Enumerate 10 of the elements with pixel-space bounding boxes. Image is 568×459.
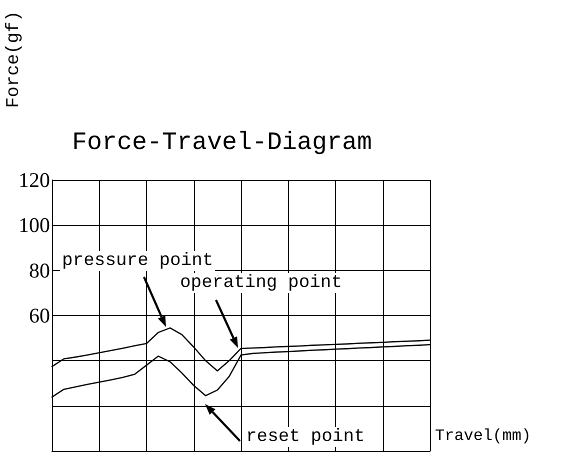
chart-title: Force-Travel-Diagram — [72, 128, 372, 157]
annotation: reset point — [244, 427, 367, 447]
x-axis-title: Travel(mm) — [435, 427, 532, 445]
y-tick-label: 80 — [29, 258, 50, 282]
annotation: pressure point — [60, 251, 216, 271]
y-axis-title: Force(gf) — [4, 10, 24, 108]
y-tick-label: 100 — [18, 213, 50, 238]
y-tick-label: 120 — [18, 168, 50, 192]
y-tick-label: 60 — [29, 304, 50, 328]
annotation: operating point — [178, 273, 344, 293]
